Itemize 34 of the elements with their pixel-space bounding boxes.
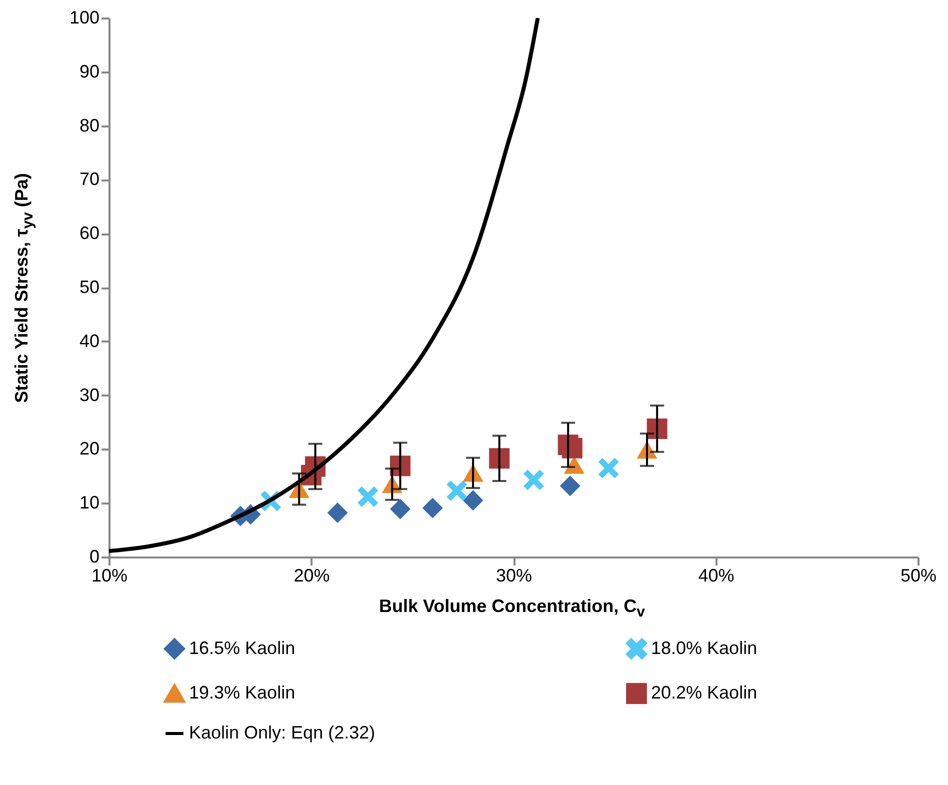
x-tick-label: 20% [294, 566, 330, 586]
line-series [109, 18, 540, 554]
x-tick-label: 10% [91, 566, 128, 586]
point [327, 502, 348, 524]
y-tick-label: 100 [69, 8, 100, 28]
y-tick-label: 40 [79, 330, 100, 351]
x-tick-label: 50% [900, 566, 937, 586]
x-tick-label: 40% [698, 566, 734, 586]
point [446, 480, 468, 501]
point [489, 448, 510, 469]
y-tick-label: 20 [79, 438, 100, 459]
y-tick-label: 50 [79, 277, 100, 297]
y-tick-label: 70 [79, 169, 100, 190]
point [562, 438, 582, 458]
point [462, 490, 484, 511]
x-axis-title: Bulk Volume Concentration, C$_{v}$ [378, 596, 646, 621]
legend-label: Kaolin Only: Eqn (2.32) [189, 722, 376, 742]
point [560, 476, 580, 496]
legend-label: 19.3% Kaolin [189, 682, 296, 702]
point [390, 498, 410, 520]
y-tick-label: 30 [79, 384, 100, 405]
legend-label: 20.2% Kaolin [651, 682, 758, 702]
y-tick-label: 0 [89, 546, 100, 566]
point [422, 498, 443, 518]
y-tick-label: 10 [79, 492, 100, 513]
y-tick-label: 80 [79, 115, 100, 136]
y-tick-label: 60 [79, 223, 100, 244]
y-tick-label: 90 [79, 61, 100, 82]
legend-label: 16.5% Kaolin [189, 638, 296, 658]
x-tick-label: 30% [496, 566, 532, 586]
point [358, 486, 378, 507]
legend-label: 18.0% Kaolin [651, 638, 758, 658]
point [523, 470, 544, 490]
point [598, 458, 619, 478]
